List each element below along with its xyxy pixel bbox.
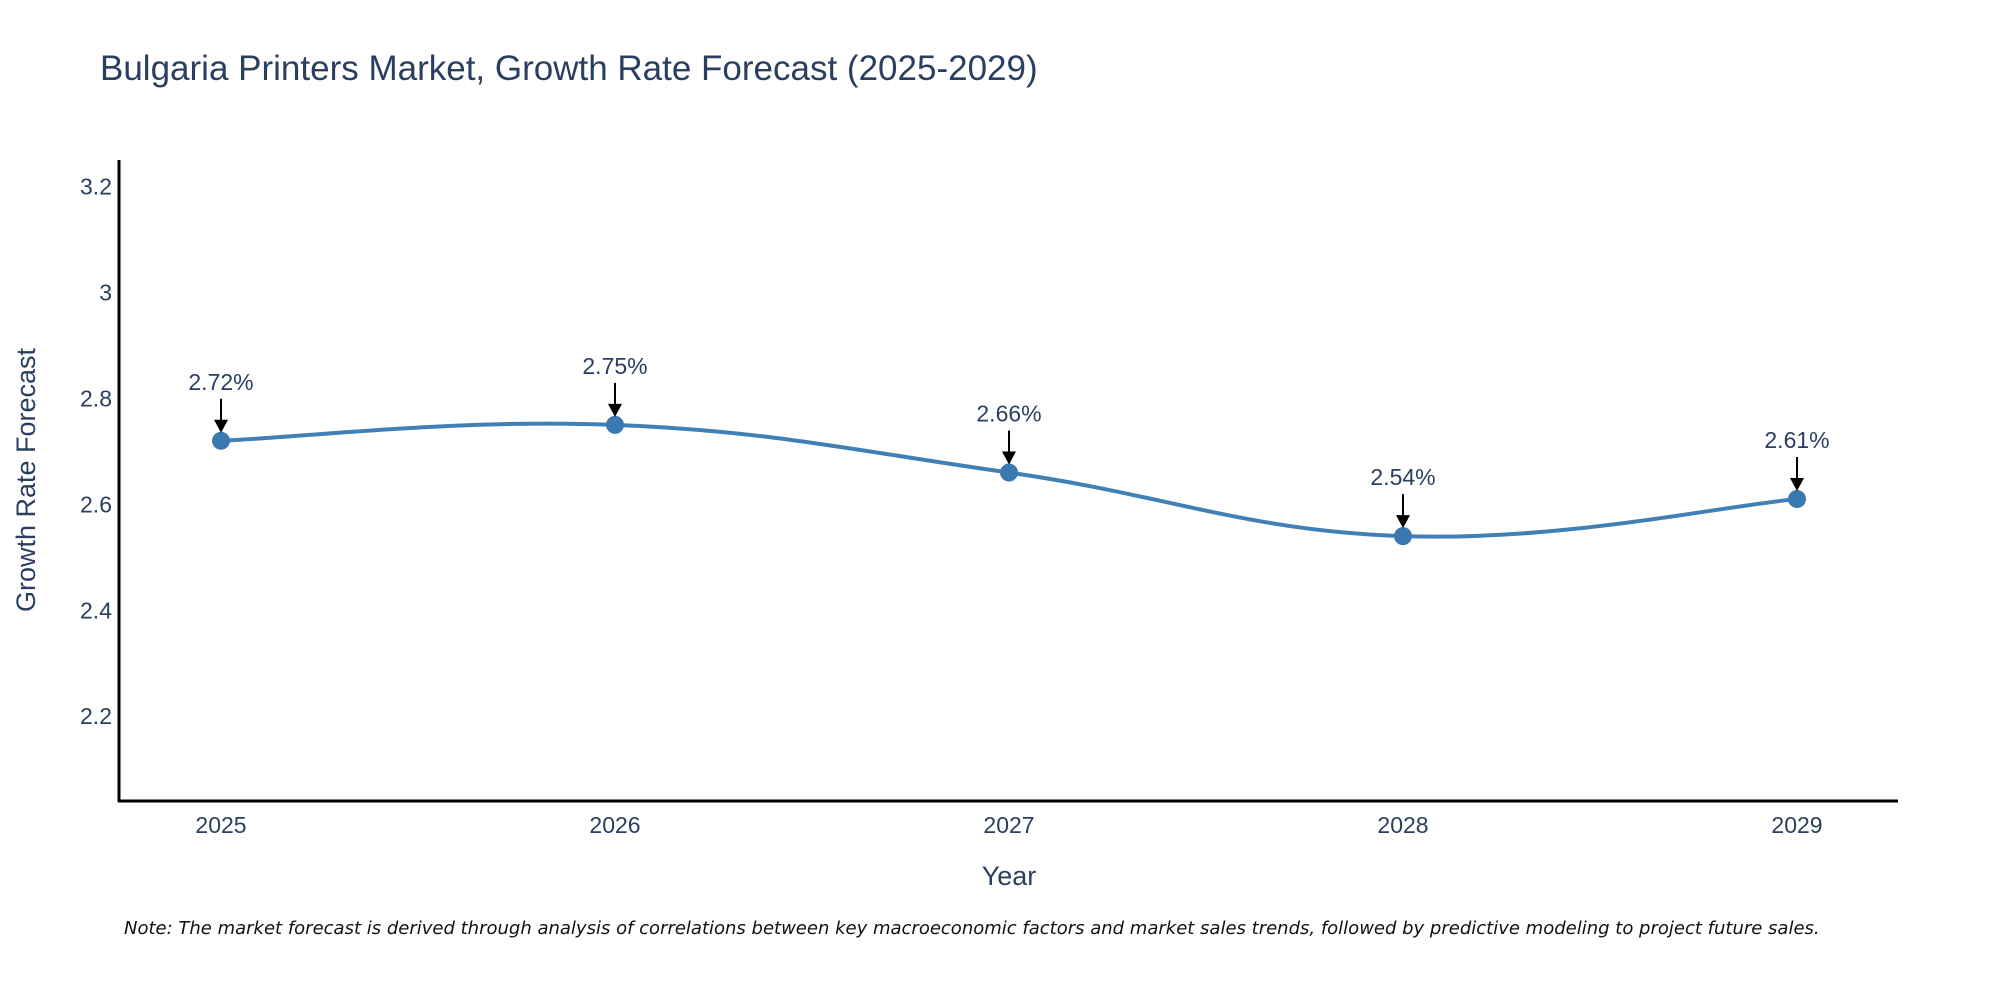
- data-label: 2.72%: [188, 369, 253, 395]
- y-tick-label: 2.2: [80, 703, 112, 729]
- annotation-arrowhead: [608, 403, 622, 417]
- x-tick-label: 2026: [589, 812, 640, 838]
- x-tick-label: 2025: [195, 812, 246, 838]
- y-tick-label: 3: [99, 279, 112, 305]
- data-point: [1394, 527, 1412, 546]
- x-tick-label: 2028: [1377, 812, 1428, 838]
- data-labels: 2.72% 2.75% 2.66% 2.54% 2.61%: [188, 353, 1830, 529]
- data-label: 2.61%: [1764, 427, 1829, 453]
- data-point: [212, 431, 230, 450]
- y-axis-ticks: 2.2 2.4 2.6 2.8 3 3.2: [80, 173, 112, 729]
- y-axis-title: Growth Rate Forecast: [11, 347, 41, 612]
- x-tick-label: 2029: [1771, 812, 1822, 838]
- chart-title: Bulgaria Printers Market, Growth Rate Fo…: [100, 49, 1038, 88]
- footnote: Note: The market forecast is derived thr…: [124, 918, 1820, 939]
- annotation-arrowhead: [1002, 451, 1016, 465]
- annotation-arrowhead: [214, 419, 228, 433]
- x-axis-title: Year: [982, 861, 1037, 891]
- y-tick-label: 2.6: [80, 491, 112, 517]
- y-tick-label: 2.8: [80, 385, 112, 411]
- y-tick-label: 3.2: [80, 173, 112, 199]
- data-points: [212, 415, 1806, 546]
- data-point: [1000, 463, 1018, 482]
- x-axis-ticks: 2025 2026 2027 2028 2029: [195, 812, 1822, 838]
- y-tick-label: 2.4: [80, 597, 112, 623]
- data-label: 2.54%: [1370, 464, 1435, 490]
- data-label: 2.66%: [976, 401, 1041, 427]
- data-point: [606, 415, 624, 434]
- annotation-arrowhead: [1790, 478, 1804, 492]
- x-tick-label: 2027: [983, 812, 1034, 838]
- data-label: 2.75%: [582, 353, 647, 379]
- data-point: [1788, 490, 1806, 509]
- annotation-arrowhead: [1396, 515, 1410, 529]
